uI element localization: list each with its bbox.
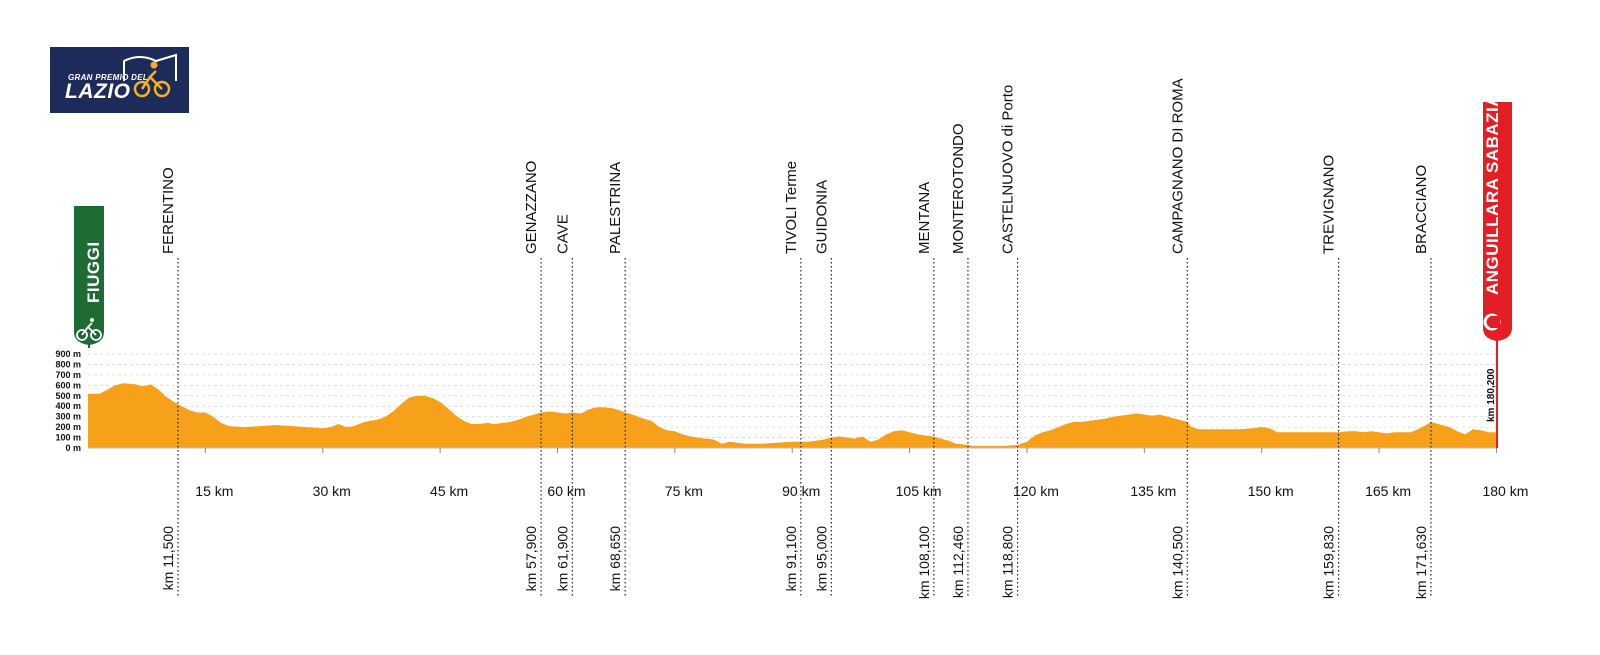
- x-tick-label: 15 km: [195, 483, 233, 499]
- waypoint-km-label: km 159,830: [1321, 526, 1337, 599]
- logo-line-2: LAZIO: [65, 80, 131, 103]
- waypoint-km-label: km 68,650: [607, 526, 623, 592]
- waypoint-km-label: km 11,500: [160, 526, 176, 591]
- waypoint-name: TIVOLI Terme: [783, 161, 800, 254]
- x-tick-label: 165 km: [1365, 483, 1411, 499]
- finish-badge-shape: [1483, 102, 1512, 341]
- y-tick-label: 100 m: [55, 433, 81, 443]
- start-badge: FIUGGI: [74, 206, 104, 345]
- elevation-profile-area: [88, 383, 1498, 448]
- race-logo: GRAN PREMIO DEL LAZIO: [50, 47, 189, 113]
- waypoint-name: CAVE: [554, 214, 571, 254]
- waypoint-name: TREVIGNANO: [1321, 155, 1338, 254]
- waypoint-name: CAMPAGNANO DI ROMA: [1169, 78, 1186, 254]
- waypoint-markers: FERENTINO km 11,500 GENAZZANO km 57,900 CAVE…: [160, 78, 1432, 599]
- x-tick-label: 75 km: [665, 483, 703, 499]
- y-tick-label: 200 m: [55, 422, 81, 432]
- waypoint-km-label: km 118,800: [1000, 526, 1016, 598]
- waypoint-name: GUIDONIA: [813, 180, 830, 254]
- y-tick-label: 500 m: [55, 391, 81, 401]
- x-tick-label: 150 km: [1248, 483, 1294, 499]
- finish-name: ANGUILLARA SABAZIA: [1483, 94, 1502, 295]
- waypoint-km-label: km 112,460: [950, 526, 966, 598]
- waypoint-km-label: km 140,500: [1169, 526, 1185, 599]
- y-tick-label: 800 m: [55, 359, 81, 369]
- x-tick-label: 60 km: [547, 483, 585, 499]
- finish-km-label: km 180,200: [1486, 368, 1497, 422]
- y-tick-label: 400 m: [55, 401, 81, 411]
- y-tick-label: 700 m: [55, 370, 81, 380]
- waypoint-name: PALESTRINA: [607, 162, 624, 254]
- waypoint-km-label: km 61,900: [554, 526, 570, 592]
- waypoint-name: MENTANA: [916, 182, 933, 254]
- waypoint-km-label: km 171,630: [1413, 526, 1429, 599]
- waypoint-name: CASTELNUOVO di Porto: [1000, 85, 1017, 254]
- logo-line-1: GRAN PREMIO DEL: [68, 73, 149, 82]
- x-tick-label: 180 km: [1482, 483, 1528, 499]
- x-tick-label: 120 km: [1013, 483, 1059, 499]
- finish-flag-icon: [1483, 313, 1501, 331]
- waypoint-name: BRACCIANO: [1413, 165, 1430, 254]
- y-tick-label: 900 m: [55, 349, 81, 359]
- start-name: FIUGGI: [84, 241, 103, 303]
- y-tick-label: 300 m: [55, 412, 81, 422]
- x-tick-label: 45 km: [430, 483, 468, 499]
- x-tick-label: 30 km: [313, 483, 351, 499]
- waypoint-km-label: km 91,100: [783, 526, 799, 592]
- cyclist-emblem-icon: [123, 53, 177, 98]
- waypoint-name: FERENTINO: [160, 167, 177, 254]
- cyclist-icon: [76, 318, 102, 341]
- waypoint-km-label: km 57,900: [523, 526, 539, 592]
- y-tick-label: 600 m: [55, 380, 81, 390]
- waypoint-name: MONTEROTONDO: [950, 123, 967, 254]
- waypoint-km-label: km 95,000: [813, 526, 829, 592]
- start-badge-shape: [74, 206, 104, 345]
- x-axis-ticks: 15 km 30 km 45 km 60 km 75 km 90 km 105 km 120 …: [195, 448, 1528, 499]
- finish-badge: ANGUILLARA SABAZIA: [1483, 94, 1512, 341]
- elevation-gridlines: [88, 353, 1498, 438]
- waypoint-km-label: km 108,100: [916, 526, 932, 599]
- y-tick-label: 0 m: [65, 443, 81, 453]
- x-tick-label: 135 km: [1130, 483, 1176, 499]
- waypoint-name: GENAZZANO: [523, 161, 540, 254]
- x-tick-label: 105 km: [896, 483, 942, 499]
